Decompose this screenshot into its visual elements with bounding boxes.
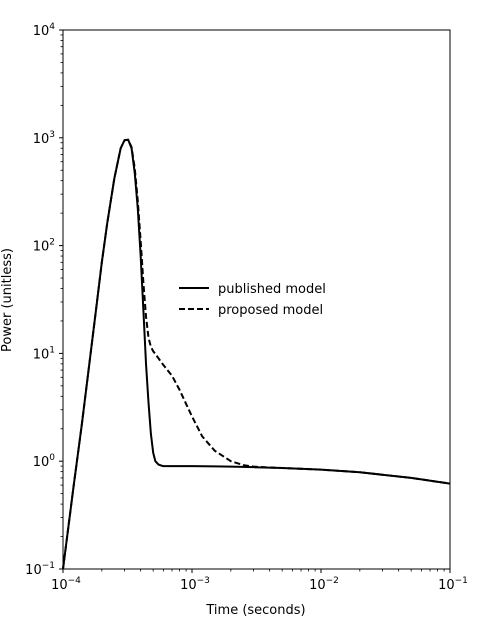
y-tick-label: 102: [33, 238, 55, 255]
x-tick-label: 10−4: [51, 576, 81, 593]
y-axis-label: Power (unitless): [0, 248, 15, 352]
y-tick-label: 103: [33, 130, 55, 147]
plot-area: [63, 30, 450, 569]
x-tick-label: 10−3: [180, 576, 210, 593]
legend-label-published: published model: [218, 282, 326, 297]
x-tick-label: 10−1: [438, 576, 468, 593]
series-layer: [62, 138, 451, 570]
x-tick-label: 10−2: [309, 576, 339, 593]
y-tick-label: 104: [33, 22, 56, 39]
series-line-published-model: [62, 138, 451, 570]
y-tick-label: 101: [33, 345, 55, 362]
x-axis-label: Time (seconds): [205, 603, 305, 618]
legend: published model proposed model: [179, 282, 326, 318]
plot-frame: [62, 29, 451, 570]
y-tick-label: 100: [33, 453, 56, 470]
y-tick-label: 10−1: [25, 561, 55, 578]
ticks-layer: 10−4 10−3 10−2 10−1 10−1 100 101 102 103 104: [25, 22, 468, 593]
series-line-proposed-model: [62, 138, 451, 570]
legend-label-proposed: proposed model: [218, 303, 323, 318]
